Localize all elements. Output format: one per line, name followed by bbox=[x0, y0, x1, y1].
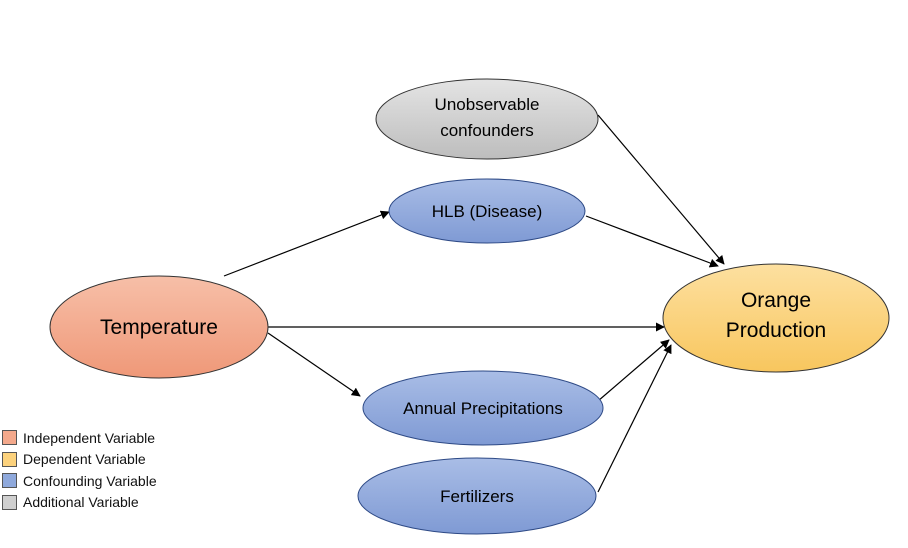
node-temperature: Temperature bbox=[49, 275, 269, 379]
orange-line1: Orange bbox=[741, 289, 811, 312]
node-hlb-disease: HLB (Disease) bbox=[388, 178, 586, 244]
legend-swatch-additional bbox=[2, 494, 17, 510]
edge-fertilizers-orange bbox=[597, 344, 672, 493]
legend-item-confounding: Confounding Variable bbox=[2, 470, 157, 492]
legend-label: Additional Variable bbox=[23, 494, 139, 511]
edges bbox=[223, 114, 725, 493]
edge-temperature-hlb bbox=[223, 210, 390, 277]
edge-precip-orange bbox=[597, 339, 670, 402]
legend-item-dependent: Dependent Variable bbox=[2, 449, 157, 471]
edge-temperature-precip bbox=[267, 332, 361, 397]
node-annual-precipitations: Annual Precipitations bbox=[362, 370, 604, 446]
hlb-label: HLB (Disease) bbox=[432, 202, 543, 221]
legend: Independent Variable Dependent Variable … bbox=[2, 427, 157, 513]
unobservable-line2: confounders bbox=[440, 121, 534, 140]
temperature-label: Temperature bbox=[100, 316, 218, 339]
legend-label: Independent Variable bbox=[23, 429, 156, 446]
node-fertilizers: Fertilizers bbox=[357, 457, 597, 535]
node-orange-production: Orange Production bbox=[662, 263, 890, 373]
edge-unobservable-orange bbox=[597, 114, 725, 265]
precip-label: Annual Precipitations bbox=[403, 399, 563, 418]
legend-swatch-confounding bbox=[2, 473, 17, 489]
unobservable-line1: Unobservable bbox=[435, 95, 540, 114]
legend-item-independent: Independent Variable bbox=[2, 427, 157, 449]
legend-label: Dependent Variable bbox=[23, 451, 146, 468]
fertilizers-label: Fertilizers bbox=[440, 487, 514, 506]
legend-swatch-independent bbox=[2, 430, 17, 446]
node-unobservable-confounders: Unobservable confounders bbox=[375, 78, 599, 160]
legend-label: Confounding Variable bbox=[23, 472, 157, 489]
legend-swatch-dependent bbox=[2, 451, 17, 467]
edge-hlb-orange bbox=[585, 215, 719, 268]
orange-line2: Production bbox=[726, 319, 826, 342]
legend-item-additional: Additional Variable bbox=[2, 492, 157, 514]
